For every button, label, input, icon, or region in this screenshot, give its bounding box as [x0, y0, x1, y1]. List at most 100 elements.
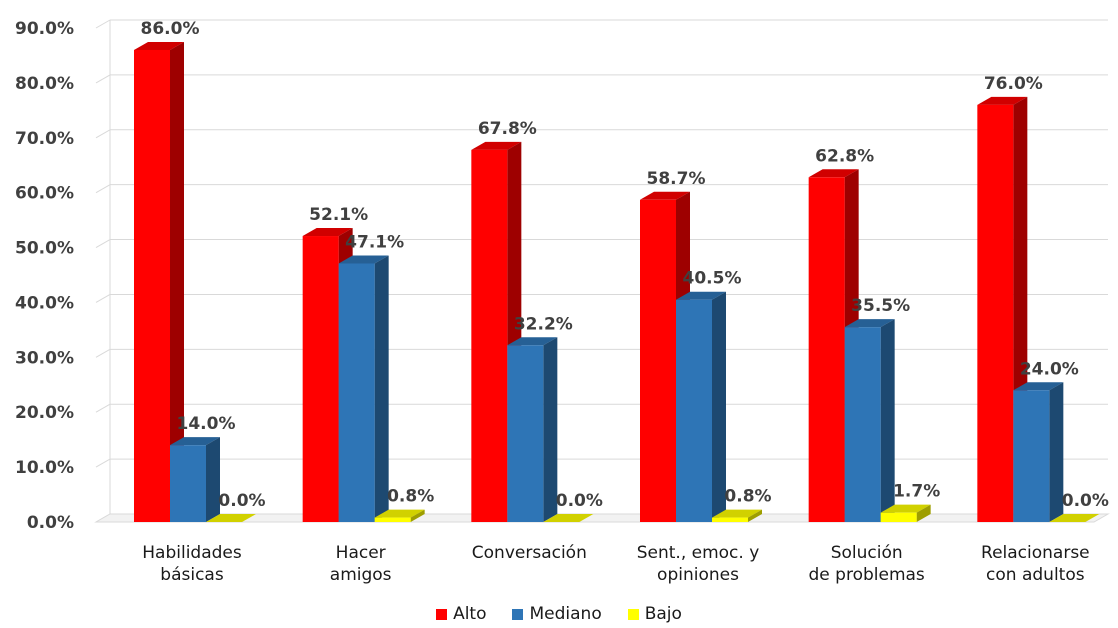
- y-tick-label: 50.0%: [15, 239, 74, 259]
- data-label-mediano: 32.2%: [514, 314, 573, 334]
- gridline-depth: [95, 184, 111, 194]
- y-axis: 0.0% 10.0% 20.0% 30.0% 40.0% 50.0% 60.0% 70.0% 8…: [15, 19, 74, 533]
- legend: Alto Mediano Bajo: [0, 604, 1118, 624]
- gridline-depth: [95, 403, 111, 413]
- x-tick-label: Sent., emoc. y opiniones: [637, 543, 760, 585]
- bar-alto: [640, 199, 676, 522]
- y-tick-label: 0.0%: [27, 513, 74, 533]
- legend-item-alto: Alto: [436, 604, 486, 624]
- bar-top-mediano: [507, 337, 558, 346]
- bar-bajo: [880, 512, 917, 522]
- bar-alto: [134, 49, 170, 522]
- bar-top-alto: [471, 141, 522, 150]
- bar-top-mediano: [676, 291, 726, 300]
- bar-top-alto: [134, 41, 184, 50]
- bar-top-bajo: [374, 509, 425, 518]
- bar-top-mediano: [844, 319, 895, 328]
- x-tick-label: Conversación: [472, 543, 587, 563]
- bars: [134, 41, 1100, 523]
- data-label-mediano: 35.5%: [851, 296, 910, 316]
- data-label-mediano: 47.1%: [345, 232, 404, 252]
- bar-bajo: [374, 517, 411, 522]
- data-label-alto: 62.8%: [815, 146, 874, 166]
- data-label-alto: 67.8%: [478, 119, 537, 139]
- gridline-depth: [95, 19, 111, 29]
- legend-label-alto: Alto: [453, 604, 487, 624]
- bar-alto: [977, 104, 1014, 522]
- gridline-depth: [95, 129, 111, 139]
- bar-alto: [808, 177, 845, 522]
- data-label-mediano: 40.5%: [683, 269, 742, 289]
- y-tick-label: 40.0%: [15, 293, 74, 313]
- y-tick-label: 70.0%: [15, 129, 74, 149]
- bar-top-bajo: [206, 514, 256, 522]
- bar-top-alto: [302, 228, 353, 237]
- gridline-depth: [95, 239, 111, 248]
- y-tick-label: 90.0%: [15, 19, 74, 39]
- x-tick-label: Habilidades básicas: [142, 543, 242, 585]
- bar-top-mediano: [170, 437, 220, 446]
- bar-side-bajo: [748, 509, 762, 522]
- bar-mediano: [1013, 390, 1050, 522]
- bar-top-alto: [977, 96, 1028, 105]
- legend-label-bajo: Bajo: [644, 604, 682, 624]
- x-tick-label: Relacionarse con adultos: [981, 543, 1090, 585]
- bar-chart: 0.0% 10.0% 20.0% 30.0% 40.0% 50.0% 60.0% 70.0% 8…: [15, 19, 1110, 585]
- gridlines: [94, 19, 1110, 523]
- bar-side-alto: [170, 41, 184, 522]
- gridline-depth: [95, 348, 111, 358]
- legend-swatch-alto: [436, 608, 448, 620]
- bar-mediano: [507, 345, 544, 522]
- gridline-depth: [95, 74, 111, 84]
- x-axis: Habilidades básicas Hacer amigos Conversació…: [142, 543, 1089, 585]
- bar-mediano: [676, 299, 712, 522]
- bar-top-bajo: [1049, 514, 1100, 522]
- bar-top-bajo: [712, 509, 762, 518]
- gridline-depth: [95, 294, 111, 303]
- y-tick-label: 80.0%: [15, 74, 74, 94]
- bar-top-alto: [808, 169, 859, 178]
- bar-top-bajo: [880, 504, 931, 513]
- x-tick-label: Solución de problemas: [809, 543, 925, 585]
- legend-swatch-bajo: [627, 608, 639, 620]
- legend-swatch-mediano: [512, 608, 524, 620]
- bar-side-mediano: [712, 291, 726, 522]
- bar-mediano: [844, 327, 881, 522]
- bar-side-mediano: [880, 319, 895, 522]
- bar-side-bajo: [916, 504, 931, 522]
- bar-side-mediano: [206, 437, 220, 522]
- bar-mediano: [338, 263, 375, 522]
- gridline-depth: [95, 458, 111, 468]
- data-label-bajo: 0.8%: [387, 487, 434, 507]
- y-tick-label: 20.0%: [15, 403, 74, 423]
- data-label-mediano: 24.0%: [1020, 359, 1079, 379]
- bar-top-mediano: [338, 255, 389, 264]
- legend-label-mediano: Mediano: [529, 604, 602, 624]
- data-label-bajo: 0.0%: [218, 491, 265, 511]
- bar-side-mediano: [543, 337, 558, 522]
- bar-top-mediano: [1013, 382, 1064, 391]
- data-label-bajo: 1.7%: [893, 482, 940, 502]
- bar-top-alto: [640, 191, 690, 200]
- data-label-bajo: 0.8%: [724, 487, 771, 507]
- bar-side-bajo: [410, 509, 425, 522]
- legend-item-mediano: Mediano: [512, 604, 602, 624]
- bar-bajo: [712, 517, 748, 522]
- legend-item-bajo: Bajo: [627, 604, 682, 624]
- data-label-mediano: 14.0%: [177, 414, 236, 434]
- bar-mediano: [170, 445, 206, 522]
- bar-top-bajo: [543, 514, 594, 522]
- bar-alto: [471, 149, 508, 522]
- x-tick-label: Hacer amigos: [330, 543, 392, 585]
- data-label-alto: 52.1%: [309, 205, 368, 225]
- data-label-alto: 58.7%: [647, 169, 706, 189]
- y-tick-label: 30.0%: [15, 348, 74, 368]
- bar-alto: [302, 236, 339, 523]
- bar-side-mediano: [1049, 382, 1064, 522]
- bar-side-mediano: [374, 255, 389, 522]
- data-label-alto: 76.0%: [984, 74, 1043, 94]
- data-label-bajo: 0.0%: [556, 491, 603, 511]
- y-tick-label: 10.0%: [15, 458, 74, 478]
- data-labels: 86.0% 14.0% 0.0% 52.1% 47.1% 0.8% 67.8% 32.2% 0.…: [141, 19, 1109, 511]
- data-label-alto: 86.0%: [141, 19, 200, 39]
